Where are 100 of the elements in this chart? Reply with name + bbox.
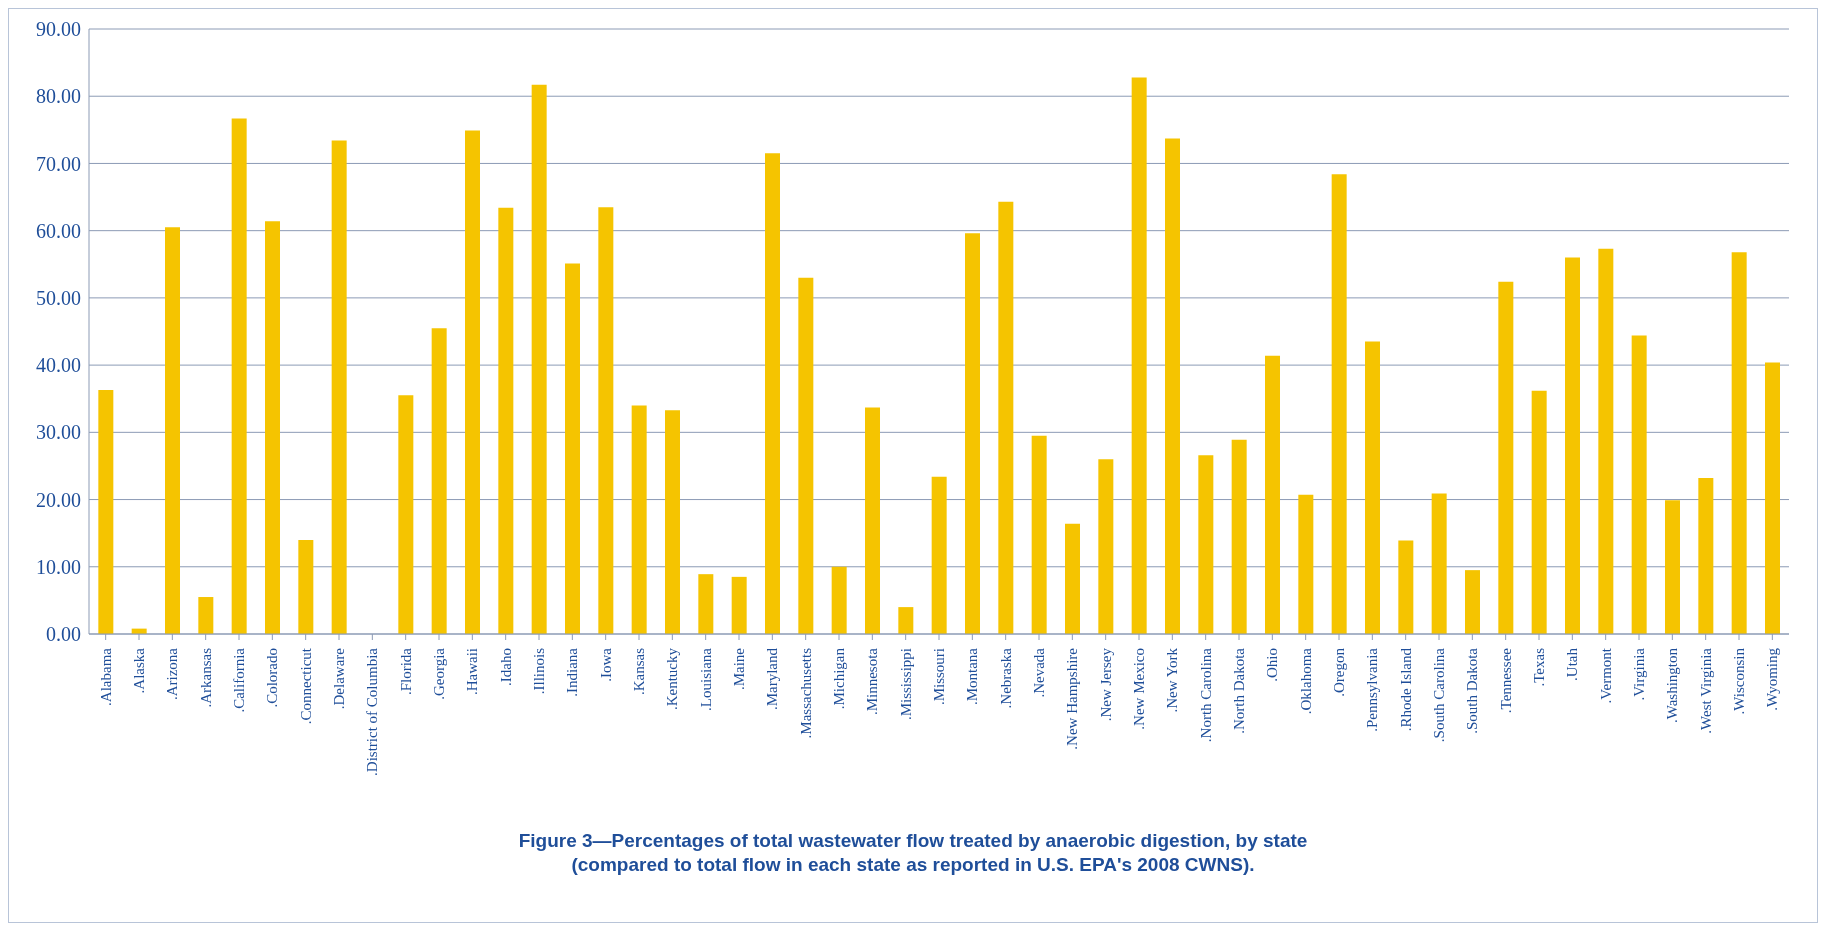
bar [965,233,980,634]
bar [665,410,680,634]
y-tick-label: 0.00 [46,623,81,646]
x-tick-label: .Rhode Island [1397,647,1414,732]
bar [1398,540,1414,634]
x-tick-label: .Oregon [1331,647,1347,697]
bar [231,118,247,634]
x-tick-label: .West Virginia [1697,647,1714,734]
bar [1065,523,1080,634]
y-tick-label: 40.00 [36,354,81,377]
x-tick-label: .Delaware [331,647,347,710]
bar [1565,257,1580,634]
bar [1165,138,1180,634]
bar [265,221,280,634]
text: Figure 3—Percentages of total wastewater flow treated by anaerobic digestion, by state [517,829,1309,853]
bar [1365,341,1380,634]
x-tick-label: .Hawaii [464,648,481,696]
x-tick-label: .Louisiana [697,647,714,711]
bar [731,576,747,634]
bar [98,389,114,634]
bar [498,207,514,634]
x-tick-label: .Michigan [831,647,847,710]
bar [831,566,847,634]
x-tick-label: .Utah [1564,647,1581,681]
bar [1698,478,1714,634]
x-tick-label: .Tennessee [1497,647,1514,714]
bar [198,597,214,634]
bar [1531,390,1547,634]
x-tick-label: .North Dakota [1231,647,1247,734]
x-tick-label: .Wisconsin [1731,647,1747,715]
bar [431,328,447,634]
x-tick-label: .Missouri [931,648,947,706]
y-tick-label: 90.00 [36,18,81,41]
x-tick-label: .Wyoming [1764,647,1781,711]
bar [1498,281,1514,634]
x-tick-label: .Nebraska [997,647,1014,709]
x-tick-label: .California [231,647,247,713]
x-tick-label: .South Carolina [1431,647,1447,743]
x-tick-label: .Connecticut [297,647,314,725]
bar [1331,174,1347,634]
bar [1265,355,1280,634]
x-tick-label: .Massachusetts [797,647,814,739]
x-tick-label: .New Jersey [1097,647,1114,722]
bar [398,395,414,634]
x-tick-label: .Mississippi [897,648,914,721]
bar [898,607,914,634]
bar [1765,362,1780,634]
bar [331,140,347,634]
x-tick-label: .South Dakota [1464,647,1481,734]
x-tick-label: .Nevada [1031,647,1047,698]
x-tick-label: .Ohio [1264,648,1281,682]
bar [565,263,580,634]
x-tick-label: .New York [1164,647,1181,713]
y-tick-label: 60.00 [36,219,81,242]
bar [698,574,714,634]
x-tick-label: .Alaska [131,647,147,694]
x-tick-label: .Kentucky [664,647,681,711]
bar [1665,500,1680,634]
bar [165,227,180,634]
bar [631,405,647,634]
y-tick-label: 10.00 [36,555,81,578]
x-tick-label: .Alabama [97,647,114,706]
x-tick-label: .Indiana [564,647,581,697]
bar [798,277,814,634]
bar [765,153,780,634]
text: (compared to total flow in each state as reported in U.S. EPA's 2008 CWNS). [570,853,1256,877]
bar [1465,570,1480,634]
x-tick-label: .New Mexico [1131,648,1147,730]
bar [1598,248,1614,634]
x-tick-label: .Colorado [264,648,281,708]
bar [531,84,547,634]
x-tick-label: .Georgia [431,647,447,700]
x-tick-label: .Minnesota [864,647,881,716]
x-tick-label: .Maine [731,647,747,691]
bar [465,130,480,634]
bar [1198,455,1214,634]
y-tick-label: 50.00 [36,286,81,309]
x-tick-label: .Illinois [531,647,547,695]
bar [1131,77,1147,634]
x-tick-label: .Florida [397,647,414,696]
bar [1431,493,1447,634]
y-tick-label: 80.00 [36,85,81,108]
bar [1031,435,1047,634]
x-tick-label: .North Carolina [1197,647,1214,743]
x-tick-label: .Idaho [497,648,514,686]
bar [1298,494,1314,634]
x-tick-label: .Oklahoma [1297,647,1314,715]
bar [298,539,314,634]
bar [1231,439,1247,634]
bar [598,207,614,634]
x-tick-label: .Arkansas [197,647,214,708]
y-tick-label: 30.00 [36,421,81,444]
x-tick-label: .District of Columbia [364,647,381,776]
x-tick-label: .Arizona [164,647,181,701]
bar [1631,335,1647,634]
bar [1731,252,1747,634]
bar [931,476,947,634]
x-tick-label: .Maryland [764,647,781,711]
x-tick-label: .Washington [1664,647,1681,724]
x-tick-label: .Pennsylvania [1364,647,1381,732]
